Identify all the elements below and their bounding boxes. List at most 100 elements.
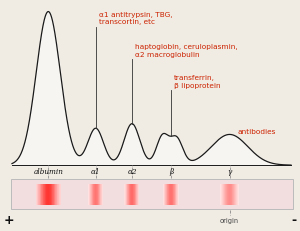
Bar <box>171 183 172 205</box>
Bar <box>40 183 41 205</box>
Bar <box>36 183 37 205</box>
Bar <box>163 183 164 205</box>
Bar <box>41 183 42 205</box>
Bar <box>55 183 56 205</box>
Bar <box>58 183 59 205</box>
Bar <box>98 183 99 205</box>
Bar <box>99 183 100 205</box>
Bar <box>59 183 60 205</box>
Bar <box>127 183 128 205</box>
Bar <box>221 183 222 205</box>
Bar <box>93 183 94 205</box>
Bar <box>88 183 89 205</box>
Bar <box>225 183 226 205</box>
Bar <box>230 183 231 205</box>
Bar <box>138 183 139 205</box>
Text: β: β <box>169 168 173 176</box>
Bar <box>42 183 43 205</box>
Bar <box>46 183 47 205</box>
Bar <box>177 183 178 205</box>
FancyBboxPatch shape <box>11 179 292 209</box>
Bar <box>101 183 102 205</box>
Bar <box>168 183 169 205</box>
Bar <box>131 183 132 205</box>
Bar <box>53 183 54 205</box>
Bar <box>44 183 45 205</box>
Bar <box>178 183 179 205</box>
Bar <box>137 183 138 205</box>
Text: +: + <box>4 214 14 227</box>
Bar <box>125 183 126 205</box>
Bar <box>97 183 98 205</box>
Bar <box>223 183 224 205</box>
Bar <box>222 183 223 205</box>
Bar <box>167 183 168 205</box>
Bar <box>226 183 227 205</box>
Bar <box>237 183 238 205</box>
Bar <box>235 183 236 205</box>
Bar <box>49 183 50 205</box>
Bar <box>57 183 58 205</box>
Bar <box>238 183 239 205</box>
Bar <box>166 183 167 205</box>
Bar <box>233 183 234 205</box>
Bar <box>236 183 237 205</box>
Bar <box>176 183 177 205</box>
Bar <box>58 183 59 205</box>
Bar <box>136 183 137 205</box>
Text: haptoglobin, ceruloplasmin,
α2 macroglobulin: haptoglobin, ceruloplasmin, α2 macroglob… <box>135 44 238 58</box>
Bar <box>38 183 39 205</box>
Bar <box>137 183 138 205</box>
Text: albumin: albumin <box>33 168 63 176</box>
Bar <box>234 183 235 205</box>
Bar <box>174 183 175 205</box>
Bar <box>133 183 134 205</box>
Bar <box>92 183 93 205</box>
Bar <box>56 183 57 205</box>
Bar <box>131 183 132 205</box>
Text: origin: origin <box>220 218 239 224</box>
Bar <box>90 183 91 205</box>
Bar <box>102 183 103 205</box>
Bar <box>52 183 53 205</box>
Bar <box>130 183 131 205</box>
Bar <box>38 183 39 205</box>
Bar <box>224 183 225 205</box>
Bar <box>51 183 52 205</box>
Bar <box>48 183 49 205</box>
Text: α1: α1 <box>91 168 100 176</box>
Bar <box>134 183 135 205</box>
Text: γ: γ <box>227 168 232 176</box>
Bar <box>237 183 238 205</box>
Text: -: - <box>291 214 297 227</box>
Text: antibodies: antibodies <box>237 129 275 135</box>
Bar <box>220 183 221 205</box>
Bar <box>90 183 91 205</box>
Bar <box>89 183 90 205</box>
Bar <box>99 183 100 205</box>
Bar <box>173 183 174 205</box>
Bar <box>176 183 177 205</box>
Bar <box>96 183 97 205</box>
Bar <box>171 183 172 205</box>
Bar <box>134 183 135 205</box>
Bar <box>126 183 127 205</box>
Bar <box>169 183 170 205</box>
Bar <box>91 183 92 205</box>
Bar <box>135 183 136 205</box>
Bar <box>227 183 228 205</box>
Bar <box>132 183 133 205</box>
Bar <box>50 183 51 205</box>
Bar <box>175 183 176 205</box>
Bar <box>54 183 55 205</box>
Bar <box>128 183 129 205</box>
Bar <box>100 183 101 205</box>
Text: α2: α2 <box>127 168 137 176</box>
Bar <box>96 183 97 205</box>
Bar <box>47 183 48 205</box>
Text: α1 antitrypsin, TBG,
transcortin, etc: α1 antitrypsin, TBG, transcortin, etc <box>99 12 172 25</box>
Bar <box>139 183 140 205</box>
Bar <box>232 183 233 205</box>
Bar <box>44 183 45 205</box>
Bar <box>234 183 235 205</box>
